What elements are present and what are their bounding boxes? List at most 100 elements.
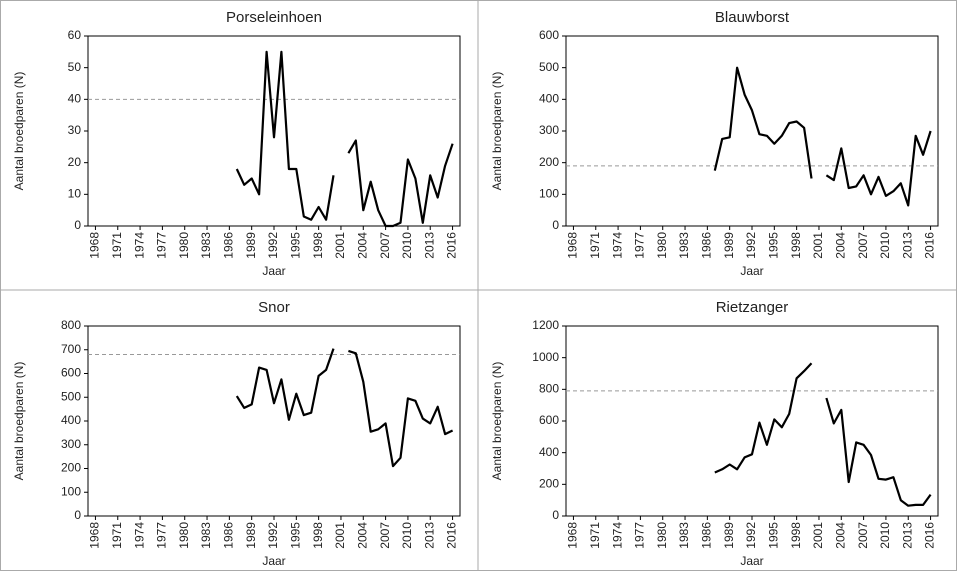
x-tick-label: 2010 xyxy=(400,232,414,259)
x-tick-label: 1968 xyxy=(88,232,102,259)
x-tick-label: 1995 xyxy=(766,232,780,259)
x-tick-label: 1977 xyxy=(155,522,169,549)
y-axis-label: Aantal broedparen (N) xyxy=(490,362,504,481)
x-tick-label: 2001 xyxy=(333,232,347,259)
x-tick-label: 1995 xyxy=(766,522,780,549)
x-axis-label: Jaar xyxy=(740,554,763,568)
data-line xyxy=(235,348,454,468)
x-tick-label: 1995 xyxy=(288,232,302,259)
y-tick-label: 60 xyxy=(68,28,82,42)
y-tick-label: 500 xyxy=(61,389,81,403)
x-tick-label: 2004 xyxy=(355,232,369,259)
y-tick-label: 200 xyxy=(539,155,559,169)
x-tick-label: 1980 xyxy=(655,232,669,259)
y-tick-label: 800 xyxy=(539,382,559,396)
x-tick-label: 1983 xyxy=(677,232,691,259)
x-tick-label: 2016 xyxy=(445,232,459,259)
y-tick-label: 10 xyxy=(68,187,82,201)
y-tick-label: 200 xyxy=(539,477,559,491)
x-tick-label: 2013 xyxy=(900,522,914,549)
x-tick-label: 1986 xyxy=(222,232,236,259)
x-tick-label: 1998 xyxy=(311,232,325,259)
x-tick-label: 2010 xyxy=(878,522,892,549)
x-tick-label: 2016 xyxy=(923,522,937,549)
y-tick-label: 800 xyxy=(61,318,81,332)
x-tick-label: 2016 xyxy=(923,232,937,259)
data-line xyxy=(713,66,932,207)
x-tick-label: 2013 xyxy=(422,232,436,259)
x-tick-label: 1989 xyxy=(244,522,258,549)
x-tick-label: 1992 xyxy=(744,522,758,549)
x-axis-label: Jaar xyxy=(740,264,763,278)
chart-title: Porseleinhoen xyxy=(226,9,322,26)
x-tick-label: 1986 xyxy=(700,232,714,259)
y-tick-label: 600 xyxy=(539,28,559,42)
x-tick-label: 1983 xyxy=(199,232,213,259)
y-axis-label: Aantal broedparen (N) xyxy=(12,72,26,191)
y-tick-label: 200 xyxy=(61,461,81,475)
x-tick-label: 2013 xyxy=(900,232,914,259)
x-tick-label: 2001 xyxy=(333,522,347,549)
chart-title: Snor xyxy=(258,299,290,316)
y-tick-label: 20 xyxy=(68,155,82,169)
x-tick-label: 1995 xyxy=(288,522,302,549)
x-tick-label: 1998 xyxy=(311,522,325,549)
x-tick-label: 1974 xyxy=(610,232,624,259)
x-tick-label: 1974 xyxy=(132,232,146,259)
x-tick-label: 2004 xyxy=(833,522,847,549)
y-tick-label: 300 xyxy=(61,437,81,451)
y-tick-label: 50 xyxy=(68,60,82,74)
x-tick-label: 1986 xyxy=(222,522,236,549)
data-line xyxy=(714,362,932,507)
chart-panel: Snor Aantal broedparen (N) Jaar 0 100 200 300 4… xyxy=(12,299,461,568)
x-tick-label: 1983 xyxy=(677,522,691,549)
chart-title: Rietzanger xyxy=(716,299,789,316)
x-tick-label: 1968 xyxy=(88,522,102,549)
y-axis-label: Aantal broedparen (N) xyxy=(12,362,26,481)
x-tick-label: 1971 xyxy=(588,522,602,549)
x-tick-label: 2016 xyxy=(445,522,459,549)
y-tick-label: 700 xyxy=(61,342,81,356)
x-tick-label: 1980 xyxy=(177,522,191,549)
x-tick-label: 1998 xyxy=(789,232,803,259)
x-tick-label: 2001 xyxy=(811,232,825,259)
x-tick-label: 1986 xyxy=(700,522,714,549)
x-tick-label: 2013 xyxy=(422,522,436,549)
y-tick-label: 40 xyxy=(68,92,82,106)
y-tick-label: 600 xyxy=(61,366,81,380)
x-tick-label: 1971 xyxy=(110,522,124,549)
x-tick-label: 1968 xyxy=(566,522,580,549)
x-tick-label: 1968 xyxy=(566,232,580,259)
x-tick-label: 2004 xyxy=(833,232,847,259)
x-tick-label: 1977 xyxy=(633,522,647,549)
x-tick-label: 1998 xyxy=(789,522,803,549)
y-tick-label: 500 xyxy=(539,60,559,74)
x-tick-label: 1992 xyxy=(744,232,758,259)
x-tick-label: 1971 xyxy=(110,232,124,259)
x-tick-label: 2007 xyxy=(378,232,392,259)
x-tick-label: 2007 xyxy=(378,522,392,549)
x-axis-label: Jaar xyxy=(262,264,285,278)
y-tick-label: 0 xyxy=(74,218,81,232)
x-axis-label: Jaar xyxy=(262,554,285,568)
y-tick-label: 400 xyxy=(539,92,559,106)
y-tick-label: 0 xyxy=(74,508,81,522)
y-tick-label: 400 xyxy=(539,445,559,459)
plot-frame xyxy=(565,325,939,517)
x-tick-label: 2004 xyxy=(355,522,369,549)
y-tick-label: 30 xyxy=(68,123,82,137)
x-tick-label: 2007 xyxy=(856,522,870,549)
chart-title: Blauwborst xyxy=(715,9,790,26)
x-tick-label: 1992 xyxy=(266,522,280,549)
y-tick-label: 100 xyxy=(61,484,81,498)
y-tick-label: 0 xyxy=(552,508,559,522)
x-tick-label: 1983 xyxy=(199,522,213,549)
data-line xyxy=(235,50,454,228)
y-tick-label: 1200 xyxy=(532,318,559,332)
y-tick-label: 300 xyxy=(539,123,559,137)
y-tick-label: 100 xyxy=(539,187,559,201)
x-tick-label: 2010 xyxy=(400,522,414,549)
chart-panel: Blauwborst Aantal broedparen (N) Jaar 0 100 2… xyxy=(490,9,939,278)
